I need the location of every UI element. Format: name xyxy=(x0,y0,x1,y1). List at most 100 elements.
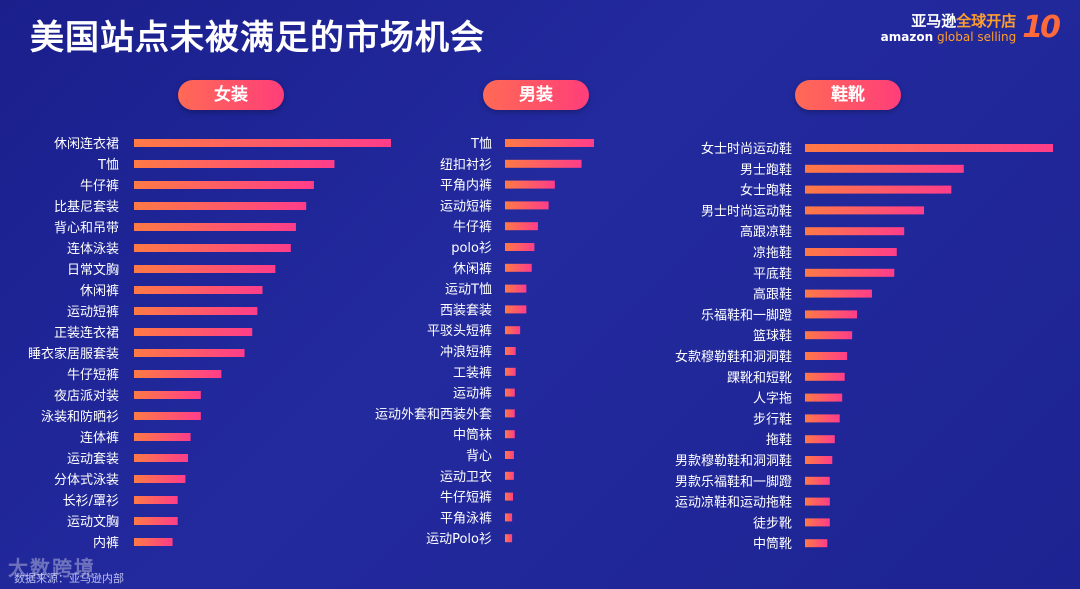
mens-label-15: 背心 xyxy=(466,449,492,464)
mens-bar-0 xyxy=(505,139,594,147)
shoes-bar-5 xyxy=(805,248,897,256)
mens-bar-5 xyxy=(505,243,535,251)
womens-label-10: 睡衣家居服套装 xyxy=(28,346,119,362)
womens-bar-11 xyxy=(134,370,222,378)
mens-bar-12 xyxy=(505,388,515,397)
panel-title-shoes: 鞋靴 xyxy=(795,80,901,110)
shoes-label-17: 运动凉鞋和运动拖鞋 xyxy=(675,495,792,511)
mens-label-9: 平驳头短裤 xyxy=(427,324,492,339)
womens-label-14: 连体裤 xyxy=(80,430,119,446)
womens-label-15: 运动套装 xyxy=(67,451,119,467)
womens-label-7: 休闲裤 xyxy=(80,284,119,299)
mens-label-13: 运动外套和西装外套 xyxy=(375,406,492,422)
shoes-bar-1 xyxy=(805,164,964,173)
womens-bar-18 xyxy=(134,517,178,525)
womens-label-12: 夜店派对装 xyxy=(54,389,119,404)
mens-label-1: 纽扣衬衫 xyxy=(440,158,492,173)
mens-label-3: 运动短裤 xyxy=(440,199,492,214)
mens-bar-3 xyxy=(505,201,549,210)
mens-bar-8 xyxy=(505,305,527,314)
womens-label-13: 泳装和防晒衫 xyxy=(41,409,119,425)
womens-bar-9 xyxy=(134,328,253,336)
logo-cn-white: 亚马逊 xyxy=(911,11,957,30)
womens-label-9: 正装连衣裙 xyxy=(54,325,119,341)
shoes-bar-15 xyxy=(805,456,833,464)
womens-label-6: 日常文胸 xyxy=(67,263,119,278)
womens-bar-17 xyxy=(134,496,178,504)
shoes-label-8: 乐福鞋和一脚蹬 xyxy=(701,307,792,323)
mens-bar-13 xyxy=(505,409,515,418)
womens-bar-10 xyxy=(134,349,245,357)
shoes-bar-3 xyxy=(805,206,925,215)
shoes-bar-18 xyxy=(805,518,830,527)
shoes-label-18: 徒步靴 xyxy=(753,516,792,531)
logo-cn-orange: 全球开店 xyxy=(956,11,1017,30)
womens-bar-3 xyxy=(134,202,307,210)
mens-bar-6 xyxy=(505,263,532,272)
shoes-bar-2 xyxy=(805,185,952,194)
womens-label-0: 休闲连衣裙 xyxy=(54,136,119,152)
watermark: 大数跨境 xyxy=(8,556,96,580)
mens-label-4: 牛仔裤 xyxy=(453,220,492,235)
anniversary-10-logo: 10 xyxy=(1022,10,1061,45)
womens-bar-5 xyxy=(134,244,291,252)
mens-bar-4 xyxy=(505,222,538,231)
shoes-label-1: 男士跑鞋 xyxy=(740,162,792,178)
womens-label-16: 分体式泳装 xyxy=(54,473,119,488)
mens-bar-19 xyxy=(505,534,513,543)
shoes-label-11: 踝靴和短靴 xyxy=(727,371,792,386)
womens-bar-12 xyxy=(134,391,201,399)
shoes-bar-11 xyxy=(805,372,845,381)
womens-bar-13 xyxy=(134,412,201,420)
shoes-bar-16 xyxy=(805,476,830,485)
mens-label-5: polo衫 xyxy=(451,241,492,256)
shoes-label-0: 女士时尚运动鞋 xyxy=(701,141,792,157)
mens-label-18: 平角泳裤 xyxy=(440,511,492,526)
mens-label-17: 牛仔短裤 xyxy=(440,491,492,506)
mens-label-7: 运动T恤 xyxy=(445,283,492,298)
shoes-label-9: 篮球鞋 xyxy=(753,328,792,344)
logo-en-orange: global selling xyxy=(933,29,1017,44)
shoes-label-12: 人字拖 xyxy=(753,392,792,407)
shoes-label-19: 中筒靴 xyxy=(753,536,792,552)
shoes-bar-8 xyxy=(805,310,858,319)
womens-bar-14 xyxy=(134,433,191,441)
mens-label-19: 运动Polo衫 xyxy=(426,532,492,547)
mens-bar-11 xyxy=(505,367,516,376)
shoes-label-13: 步行鞋 xyxy=(753,411,792,427)
shoes-label-10: 女款穆勒鞋和洞洞鞋 xyxy=(675,349,792,365)
shoes-label-7: 高跟鞋 xyxy=(753,287,792,303)
mens-bar-10 xyxy=(505,347,516,355)
shoes-bar-0 xyxy=(805,144,1053,152)
mens-label-11: 工装裤 xyxy=(453,366,492,381)
shoes-label-3: 男士时尚运动鞋 xyxy=(701,203,792,219)
shoes-bar-13 xyxy=(805,414,840,423)
mens-bar-1 xyxy=(505,159,582,168)
womens-label-4: 背心和吊带 xyxy=(54,221,119,236)
womens-bar-8 xyxy=(134,307,258,315)
mens-bar-14 xyxy=(505,430,515,439)
womens-label-18: 运动文胸 xyxy=(67,515,119,530)
panel-title-mens: 男装 xyxy=(483,80,589,110)
shoes-bar-9 xyxy=(805,331,853,340)
data-source-note: 数据来源：亚马逊内部 xyxy=(14,572,124,585)
mens-bar-2 xyxy=(505,180,555,189)
page-title: 美国站点未被满足的市场机会 xyxy=(30,18,485,58)
womens-label-1: T恤 xyxy=(97,158,119,173)
womens-bar-4 xyxy=(134,223,296,231)
womens-bar-2 xyxy=(134,181,314,189)
womens-bar-1 xyxy=(134,160,335,168)
mens-bar-18 xyxy=(505,513,513,522)
shoes-bar-4 xyxy=(805,227,905,236)
mens-bar-9 xyxy=(505,326,521,335)
womens-bar-0 xyxy=(134,139,391,147)
womens-bar-19 xyxy=(134,538,173,546)
womens-bar-7 xyxy=(134,286,263,294)
womens-label-3: 比基尼套装 xyxy=(54,199,119,215)
womens-bar-15 xyxy=(134,454,188,462)
mens-label-6: 休闲裤 xyxy=(453,262,492,277)
mens-label-2: 平角内裤 xyxy=(440,178,492,194)
womens-bar-6 xyxy=(134,265,276,273)
